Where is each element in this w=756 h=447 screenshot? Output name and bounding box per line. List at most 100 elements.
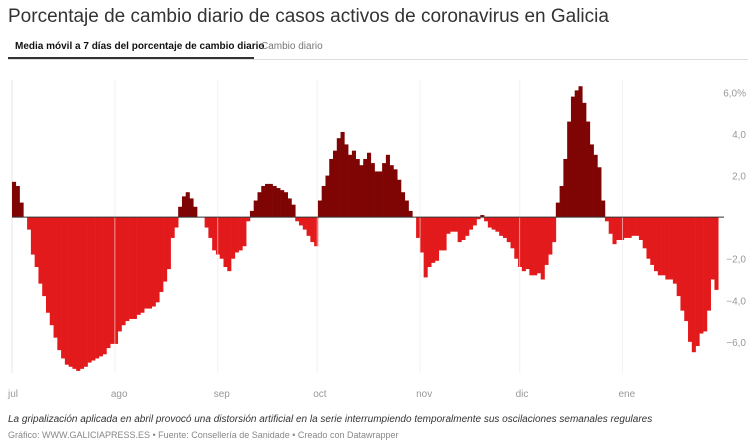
bar — [616, 217, 621, 241]
bar — [110, 217, 115, 344]
bar — [42, 217, 47, 297]
bar — [378, 171, 383, 218]
bar — [427, 217, 432, 268]
bar — [174, 217, 179, 228]
bar — [521, 217, 526, 272]
bar — [370, 163, 375, 218]
bar — [249, 210, 255, 218]
bar — [268, 183, 273, 218]
bar — [608, 217, 613, 234]
bar — [714, 217, 719, 290]
bar — [185, 192, 190, 218]
bar — [132, 217, 137, 319]
x-tick-label: jul — [7, 389, 18, 400]
bar — [189, 198, 194, 218]
chart-title: Porcentaje de cambio diario de casos act… — [8, 6, 609, 27]
tab-daily-change[interactable]: Cambio diario — [261, 41, 323, 52]
bar — [340, 131, 345, 218]
bar-chart: jul ago sep oct nov dic ene 6,0% 4,0 2,0 −2,0 −4,0… — [7, 80, 746, 400]
bar — [283, 192, 288, 218]
bar — [147, 217, 153, 309]
bar — [672, 217, 677, 284]
x-tick-label: dic — [516, 389, 529, 400]
bar — [87, 217, 92, 363]
bar — [140, 217, 145, 313]
bar — [604, 217, 610, 222]
x-tick-label: nov — [416, 389, 432, 400]
bar — [72, 217, 77, 369]
bar — [102, 217, 107, 355]
bar — [684, 217, 689, 322]
bar — [423, 217, 428, 278]
bar — [125, 217, 130, 322]
bar — [204, 217, 209, 228]
bar — [314, 217, 319, 247]
bar — [302, 217, 307, 230]
bar — [348, 154, 353, 218]
bar — [351, 150, 356, 218]
bar — [155, 217, 160, 303]
tab-moving-average[interactable]: Media móvil a 7 días del porcentaje de c… — [8, 38, 265, 59]
bar — [657, 217, 662, 276]
bar — [231, 217, 236, 259]
chart-footer: Gráfico: WWW.GALICIAPRESS.ES • Fuente: C… — [8, 430, 399, 440]
bar — [416, 217, 421, 238]
bar — [552, 217, 557, 243]
bar — [706, 217, 711, 311]
bar — [129, 217, 134, 319]
bar — [299, 217, 304, 226]
bar — [465, 217, 470, 236]
bar — [578, 86, 583, 218]
bar — [661, 217, 666, 276]
bar — [574, 90, 579, 218]
bar — [79, 217, 85, 369]
bar — [393, 169, 398, 218]
bar — [61, 217, 66, 359]
bar — [170, 217, 175, 238]
y-axis-labels: 6,0% 4,0 2,0 −2,0 −4,0 −6,0 — [723, 88, 746, 348]
bar — [12, 181, 17, 218]
bar — [544, 217, 549, 265]
bar — [178, 206, 183, 218]
bar — [359, 165, 364, 218]
bar — [404, 200, 409, 218]
bar — [623, 217, 628, 238]
y-tick-label: −2,0 — [726, 255, 746, 266]
bar — [506, 217, 511, 243]
bar — [76, 217, 81, 371]
bar — [563, 158, 568, 218]
bar — [450, 217, 455, 232]
bar — [280, 190, 285, 218]
bar — [181, 196, 187, 218]
bar — [635, 217, 640, 236]
bar — [612, 217, 617, 245]
bar — [669, 217, 674, 280]
bar — [242, 217, 247, 247]
bar — [555, 202, 560, 218]
bar — [676, 217, 681, 297]
bar — [514, 217, 519, 259]
y-tick-label: 6,0% — [723, 88, 746, 99]
bar — [344, 144, 349, 218]
x-tick-label: ago — [111, 389, 128, 400]
bar — [468, 217, 474, 230]
bar — [525, 217, 530, 270]
bar — [642, 217, 647, 249]
bar — [98, 217, 103, 357]
bar — [363, 158, 368, 218]
bar — [536, 217, 542, 274]
bar — [117, 217, 122, 332]
bar — [589, 144, 594, 218]
bar — [400, 192, 406, 218]
bar — [484, 217, 489, 222]
bar — [695, 217, 700, 346]
bar — [593, 154, 598, 218]
bar — [95, 217, 100, 359]
bar — [646, 217, 651, 259]
bar — [238, 217, 243, 251]
bar — [276, 188, 281, 218]
bars — [12, 86, 719, 371]
bar — [502, 217, 508, 238]
bar — [703, 217, 708, 332]
x-axis-labels: jul ago sep oct nov dic ene — [7, 389, 636, 400]
